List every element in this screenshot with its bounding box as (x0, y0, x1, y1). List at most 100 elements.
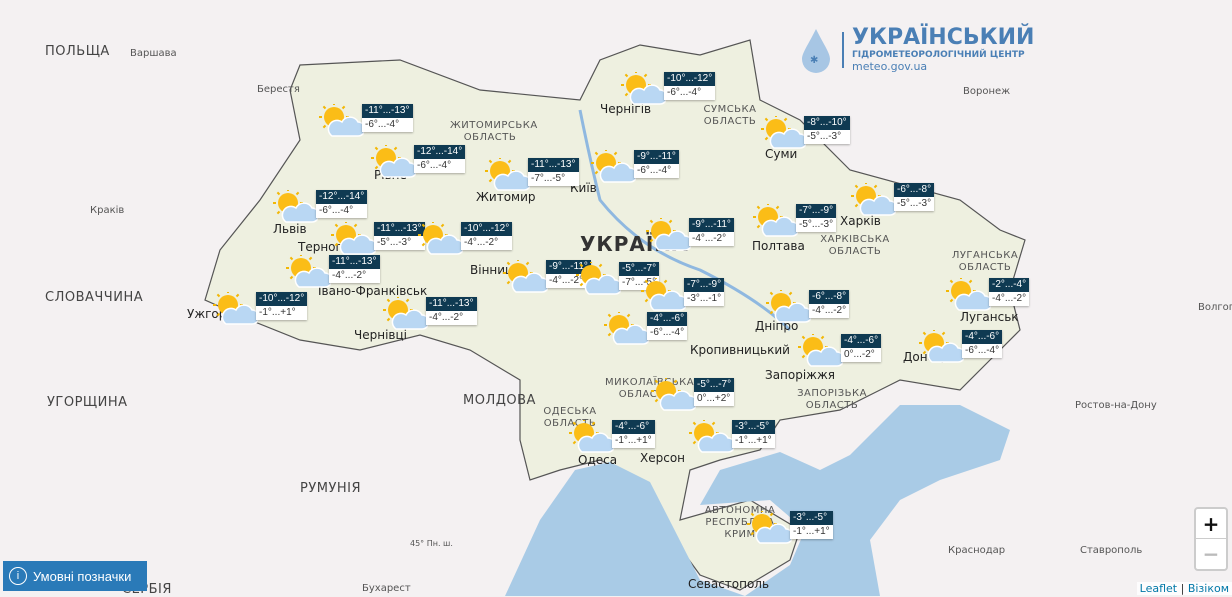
oblast-label: ХАРКІВСЬКА ОБЛАСТЬ (820, 234, 890, 257)
temperature-box: -12°...-14° -6°...-4° (316, 190, 368, 218)
legend-button[interactable]: i Умовні позначки (3, 561, 147, 591)
night-temperature: -1°...+1° (732, 434, 775, 448)
weather-marker[interactable]: -3°...-5° -1°...+1° (688, 420, 788, 460)
temperature-box: -11°...-13° -4°...-2° (426, 297, 477, 325)
weather-marker[interactable]: -2°...-4° -4°...-2° (945, 278, 1045, 318)
weather-marker[interactable]: -11°...-13° -5°...-3° (330, 222, 430, 262)
sun-cloud-icon (946, 278, 991, 311)
weather-marker[interactable]: -6°...-8° -5°...-3° (850, 183, 950, 223)
night-temperature: -6°...-4° (647, 326, 688, 340)
weather-marker[interactable]: -12°...-14° -6°...-4° (370, 145, 470, 185)
sun-cloud-icon (503, 260, 548, 293)
oblast-label: МИКОЛАЇВСЬКА ОБЛАСТЬ (605, 377, 695, 400)
night-temperature: -4°...-2° (989, 292, 1030, 306)
day-temperature: -5°...-7° (619, 262, 660, 276)
zoom-out-button[interactable]: − (1202, 542, 1220, 566)
sun-cloud-icon (576, 262, 621, 295)
weather-marker[interactable]: -10°...-12° -4°...-2° (417, 222, 517, 262)
city-label: Луганськ (960, 310, 1019, 324)
temperature-box: -2°...-4° -4°...-2° (989, 278, 1030, 306)
oblast-label: ЖИТОМИРСЬКА ОБЛАСТЬ (450, 120, 538, 143)
weather-marker[interactable]: -4°...-6° -6°...-4° (603, 312, 703, 352)
leaflet-link[interactable]: Leaflet (1139, 582, 1178, 595)
sun-cloud-icon (604, 312, 649, 345)
sun-cloud-icon (286, 255, 331, 288)
weather-marker[interactable]: -5°...-7° 0°...+2° (650, 378, 750, 418)
night-temperature: 0°...-2° (841, 348, 882, 362)
city-label: Варшава (130, 48, 177, 59)
country-label: МОЛДОВА (463, 393, 536, 408)
weather-marker[interactable]: -11°...-13° -4°...-2° (382, 297, 482, 337)
temperature-box: -11°...-13° -5°...-3° (374, 222, 425, 250)
night-temperature: -5°...-3° (796, 218, 837, 232)
night-temperature: -6°...-4° (316, 204, 368, 218)
sun-cloud-icon (485, 158, 530, 191)
sun-cloud-icon (646, 218, 691, 251)
sun-cloud-icon (689, 420, 734, 453)
country-label: УГОРЩИНА (47, 395, 128, 410)
weather-marker[interactable]: -11°...-13° -7°...-5° (484, 158, 584, 198)
sun-cloud-icon (331, 222, 376, 255)
weather-marker[interactable]: -10°...-12° -6°...-4° (620, 72, 720, 112)
weather-marker[interactable]: -4°...-6° -1°...+1° (568, 420, 668, 460)
zoom-in-button[interactable]: + (1196, 509, 1226, 539)
night-temperature: -5°...-3° (804, 130, 850, 144)
weather-marker[interactable]: -4°...-6° 0°...-2° (797, 334, 897, 374)
temperature-box: -3°...-5° -1°...+1° (732, 420, 775, 448)
weather-marker[interactable]: -11°...-13° -4°...-2° (285, 255, 385, 295)
weather-marker[interactable]: -8°...-10° -5°...-3° (760, 116, 860, 156)
sun-cloud-icon (747, 511, 792, 544)
day-temperature: -11°...-13° (329, 255, 380, 269)
legend-button-label: Умовні позначки (33, 568, 132, 584)
night-temperature: -6°...-4° (664, 86, 716, 100)
logo-title: УКРАЇНСЬКИЙ (852, 25, 1035, 50)
temperature-box: -4°...-6° -6°...-4° (647, 312, 688, 340)
weather-marker[interactable]: -9°...-11° -6°...-4° (590, 150, 690, 190)
temperature-box: -4°...-6° -6°...-4° (962, 330, 1003, 358)
sun-cloud-icon (641, 278, 686, 311)
day-temperature: -11°...-13° (374, 222, 425, 236)
city-label: Краків (90, 205, 125, 216)
temperature-box: -8°...-10° -5°...-3° (804, 116, 850, 144)
sun-cloud-icon (213, 292, 258, 325)
provider-link[interactable]: Візіком (1187, 582, 1229, 595)
temperature-box: -6°...-8° -4°...-2° (809, 290, 850, 318)
sun-cloud-icon (371, 145, 416, 178)
weather-marker[interactable]: -4°...-6° -6°...-4° (918, 330, 1018, 370)
sun-cloud-icon (919, 330, 964, 363)
day-temperature: -6°...-8° (809, 290, 850, 304)
day-temperature: -9°...-11° (689, 218, 734, 232)
weather-marker[interactable]: -11°...-13° -6°...-4° (318, 104, 418, 144)
night-temperature: -3°...-1° (684, 292, 725, 306)
weather-marker[interactable]: -7°...-9° -3°...-1° (640, 278, 740, 318)
oblast-label: ЗАПОРІЗЬКА ОБЛАСТЬ (797, 388, 867, 411)
weather-marker[interactable]: -7°...-9° -5°...-3° (752, 204, 852, 244)
weather-marker[interactable]: -10°...-12° -1°...+1° (212, 292, 312, 332)
night-temperature: -6°...-4° (362, 118, 413, 132)
day-temperature: -7°...-9° (796, 204, 837, 218)
weather-marker[interactable]: -9°...-11° -4°...-2° (645, 218, 745, 258)
weather-marker[interactable]: -9°...-11° -4°...-2° (502, 260, 602, 300)
oblast-label: ЛУГАНСЬКА ОБЛАСТЬ (951, 250, 1019, 273)
city-label: Львів (273, 222, 307, 236)
city-label: Херсон (640, 451, 686, 465)
weather-marker[interactable]: -6°...-8° -4°...-2° (765, 290, 865, 330)
night-temperature: -4°...-2° (329, 269, 380, 283)
temperature-box: -9°...-11° -4°...-2° (546, 260, 591, 288)
day-temperature: -9°...-11° (634, 150, 679, 164)
sun-cloud-icon (761, 116, 806, 149)
black-sea (505, 405, 1010, 596)
sun-cloud-icon (418, 222, 463, 255)
weather-marker[interactable]: -3°...-5° -1°...+1° (746, 511, 846, 551)
night-temperature: -4°...-2° (426, 311, 477, 325)
ukrhydromet-logo[interactable]: ✱ УКРАЇНСЬКИЙ ГІДРОМЕТЕОРОЛОГІЧНИЙ ЦЕНТР… (798, 26, 1034, 73)
day-temperature: -3°...-5° (732, 420, 775, 434)
city-label: Бухарест (362, 583, 411, 594)
sun-cloud-icon (591, 150, 636, 183)
info-icon: i (9, 567, 27, 585)
weather-marker[interactable]: -12°...-14° -6°...-4° (272, 190, 372, 230)
country-label: СЛОВАЧЧИНА (45, 290, 144, 305)
city-label: Суми (765, 147, 798, 161)
day-temperature: -6°...-8° (894, 183, 935, 197)
temperature-box: -7°...-9° -3°...-1° (684, 278, 725, 306)
